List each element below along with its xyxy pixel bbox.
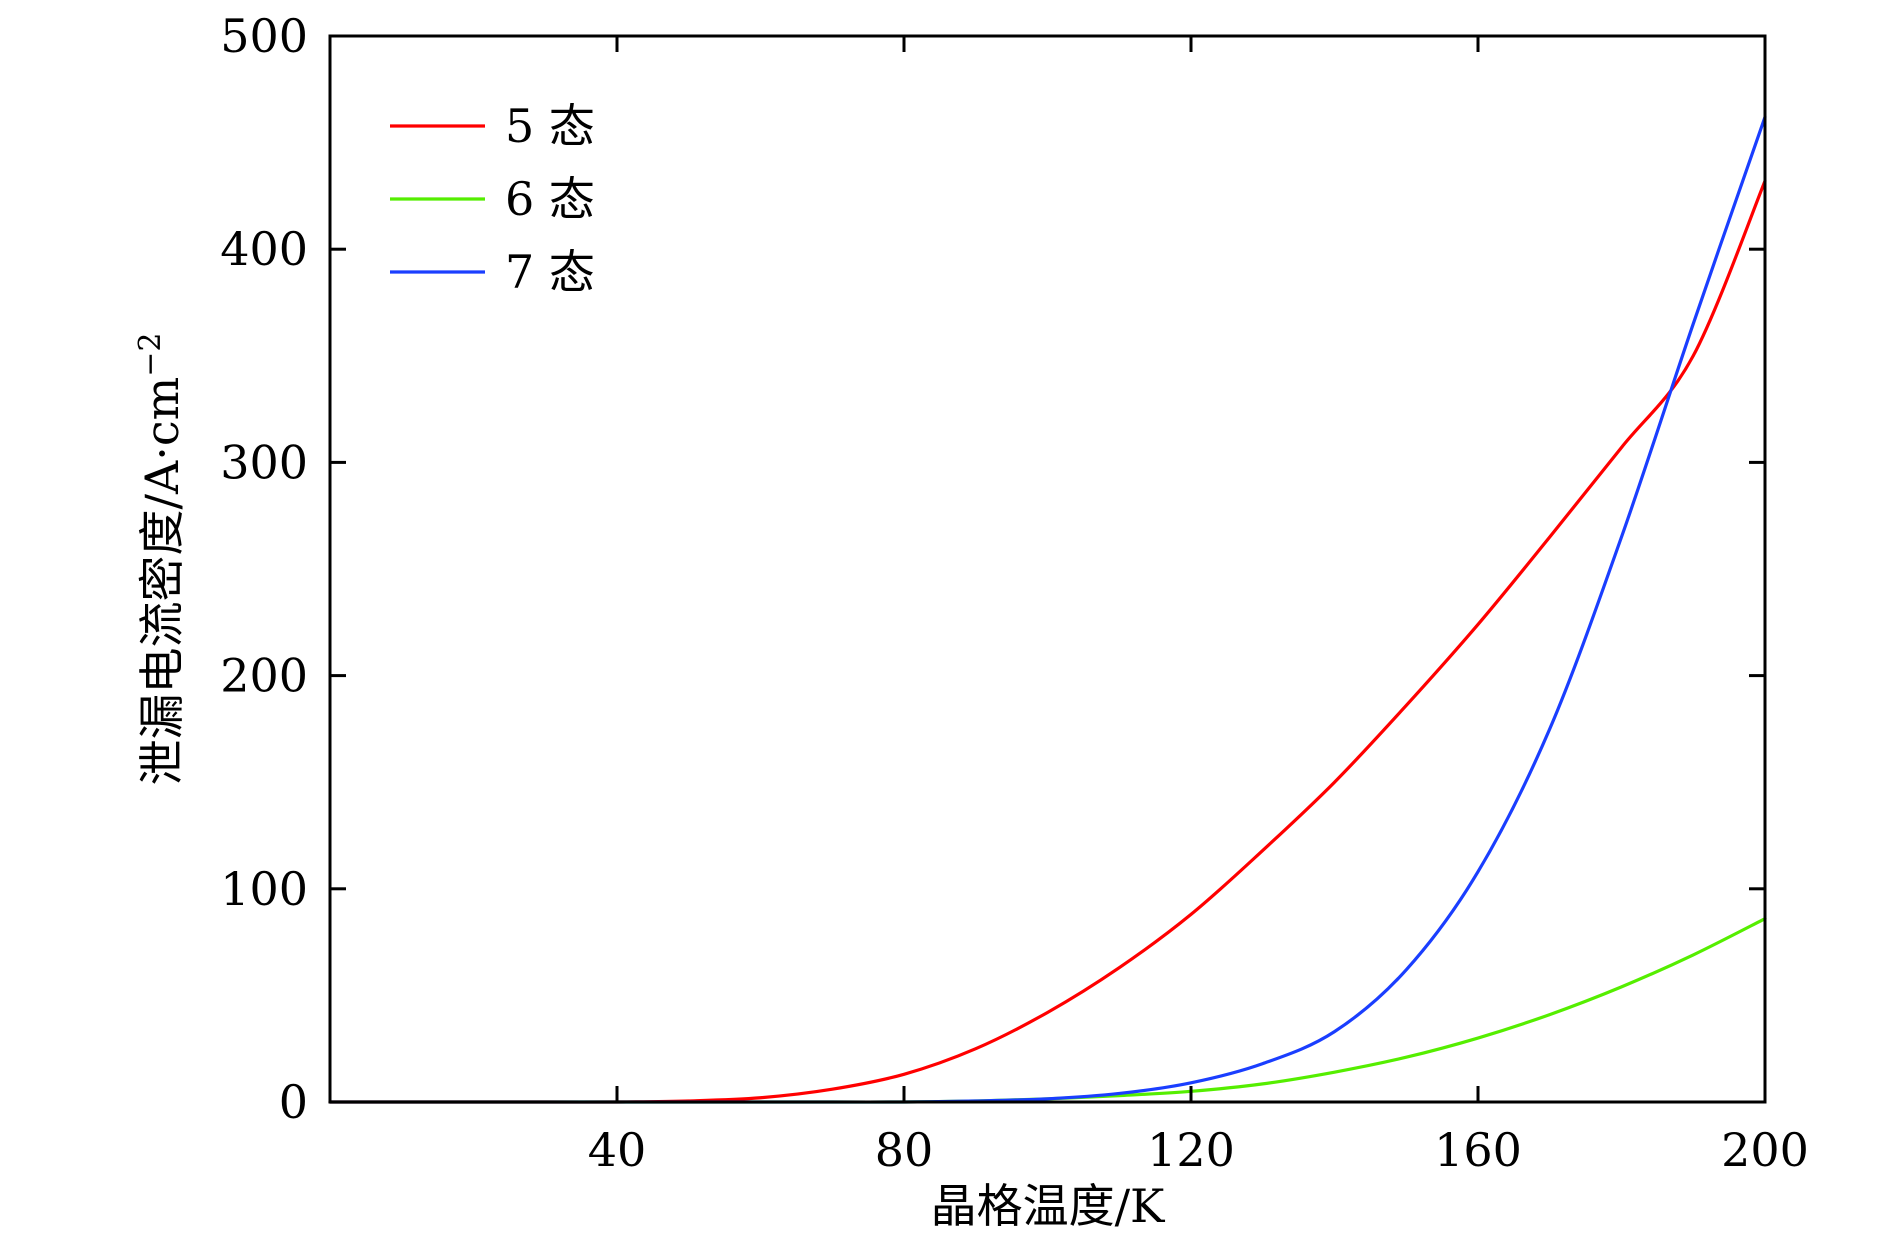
x-axis-label: 晶格温度/K xyxy=(931,1179,1166,1233)
plot-frame xyxy=(328,34,1767,1104)
ticks-layer: 40 80 120 160 200 0 100 200 300 400 500 xyxy=(220,9,1809,1177)
legend-label: 5 态 xyxy=(505,99,595,153)
y-axis-label-superscript: −2 xyxy=(133,333,168,377)
y-tick-label: 200 xyxy=(220,649,308,703)
y-tick-label: 0 xyxy=(279,1075,308,1129)
series-line-6 xyxy=(328,917,1767,1104)
legend: 5 态 6 态 7 态 xyxy=(390,99,595,299)
series-line-5 xyxy=(328,179,1767,1104)
x-tick-label: 120 xyxy=(1147,1123,1235,1177)
y-axis-label-text: 泄漏电流密度/A·cm xyxy=(135,377,189,786)
y-tick-label: 100 xyxy=(220,862,308,916)
x-tick-label: 40 xyxy=(588,1123,647,1177)
x-tick-label: 160 xyxy=(1434,1123,1522,1177)
legend-label: 6 态 xyxy=(505,172,595,226)
legend-label: 7 态 xyxy=(505,245,595,299)
x-tick-label: 200 xyxy=(1721,1123,1809,1177)
y-tick-label: 300 xyxy=(220,435,308,489)
y-tick-label: 500 xyxy=(220,9,308,63)
y-tick-label: 400 xyxy=(220,222,308,276)
x-tick-label: 80 xyxy=(875,1123,934,1177)
y-axis-label: 泄漏电流密度/A·cm−2 xyxy=(133,333,189,786)
